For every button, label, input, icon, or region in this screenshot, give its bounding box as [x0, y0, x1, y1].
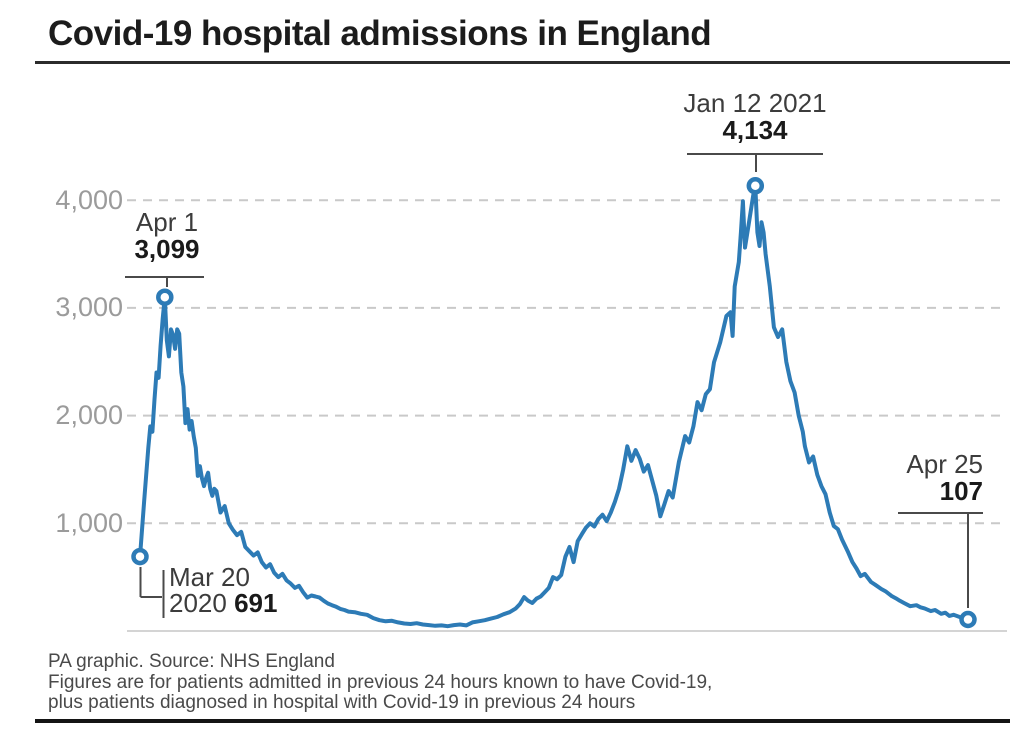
- admissions-series-line: [138, 183, 970, 629]
- annotation-end-point: Apr 25 107: [858, 451, 983, 505]
- annotation-connectors: [125, 153, 983, 618]
- y-tick-label: 2,000: [55, 400, 123, 430]
- annotation-first-peak-date: Apr 1: [135, 207, 199, 237]
- data-point-marker: [746, 177, 765, 195]
- annotation-second-peak-date: Jan 12 2021: [683, 88, 827, 118]
- bottom-border: [35, 719, 1010, 723]
- annotation-first-peak: Apr 1 3,099: [105, 209, 229, 263]
- title-underline: [35, 61, 1010, 64]
- source-credit: PA graphic. Source: NHS England: [48, 651, 335, 672]
- data-point-marker: [131, 547, 149, 566]
- annotation-first-peak-value: 3,099: [134, 234, 200, 264]
- y-tick-label: 1,000: [55, 508, 123, 538]
- data-point-marker: [959, 610, 977, 629]
- page-title: Covid-19 hospital admissions in England: [48, 14, 712, 53]
- annotation-start-point: Mar 20 2020 691: [169, 564, 277, 616]
- annotation-second-peak: Jan 12 2021 4,134: [683, 90, 827, 144]
- data-point-marker: [156, 288, 174, 306]
- annotation-start-year: 2020: [169, 588, 227, 618]
- y-tick-label: 3,000: [55, 292, 123, 322]
- annotation-start-date: Mar 20: [169, 562, 250, 592]
- annotation-end-value: 107: [939, 476, 983, 506]
- data-point-markers: [131, 177, 977, 629]
- annotation-start-value: 691: [234, 588, 278, 618]
- footnote-line-1: Figures are for patients admitted in pre…: [48, 672, 713, 693]
- annotation-end-date: Apr 25: [906, 449, 983, 479]
- footnote-line-2: plus patients diagnosed in hospital with…: [48, 692, 636, 713]
- gridlines: [127, 199, 1007, 525]
- y-tick-label: 4,000: [55, 185, 123, 215]
- annotation-second-peak-value: 4,134: [722, 115, 788, 145]
